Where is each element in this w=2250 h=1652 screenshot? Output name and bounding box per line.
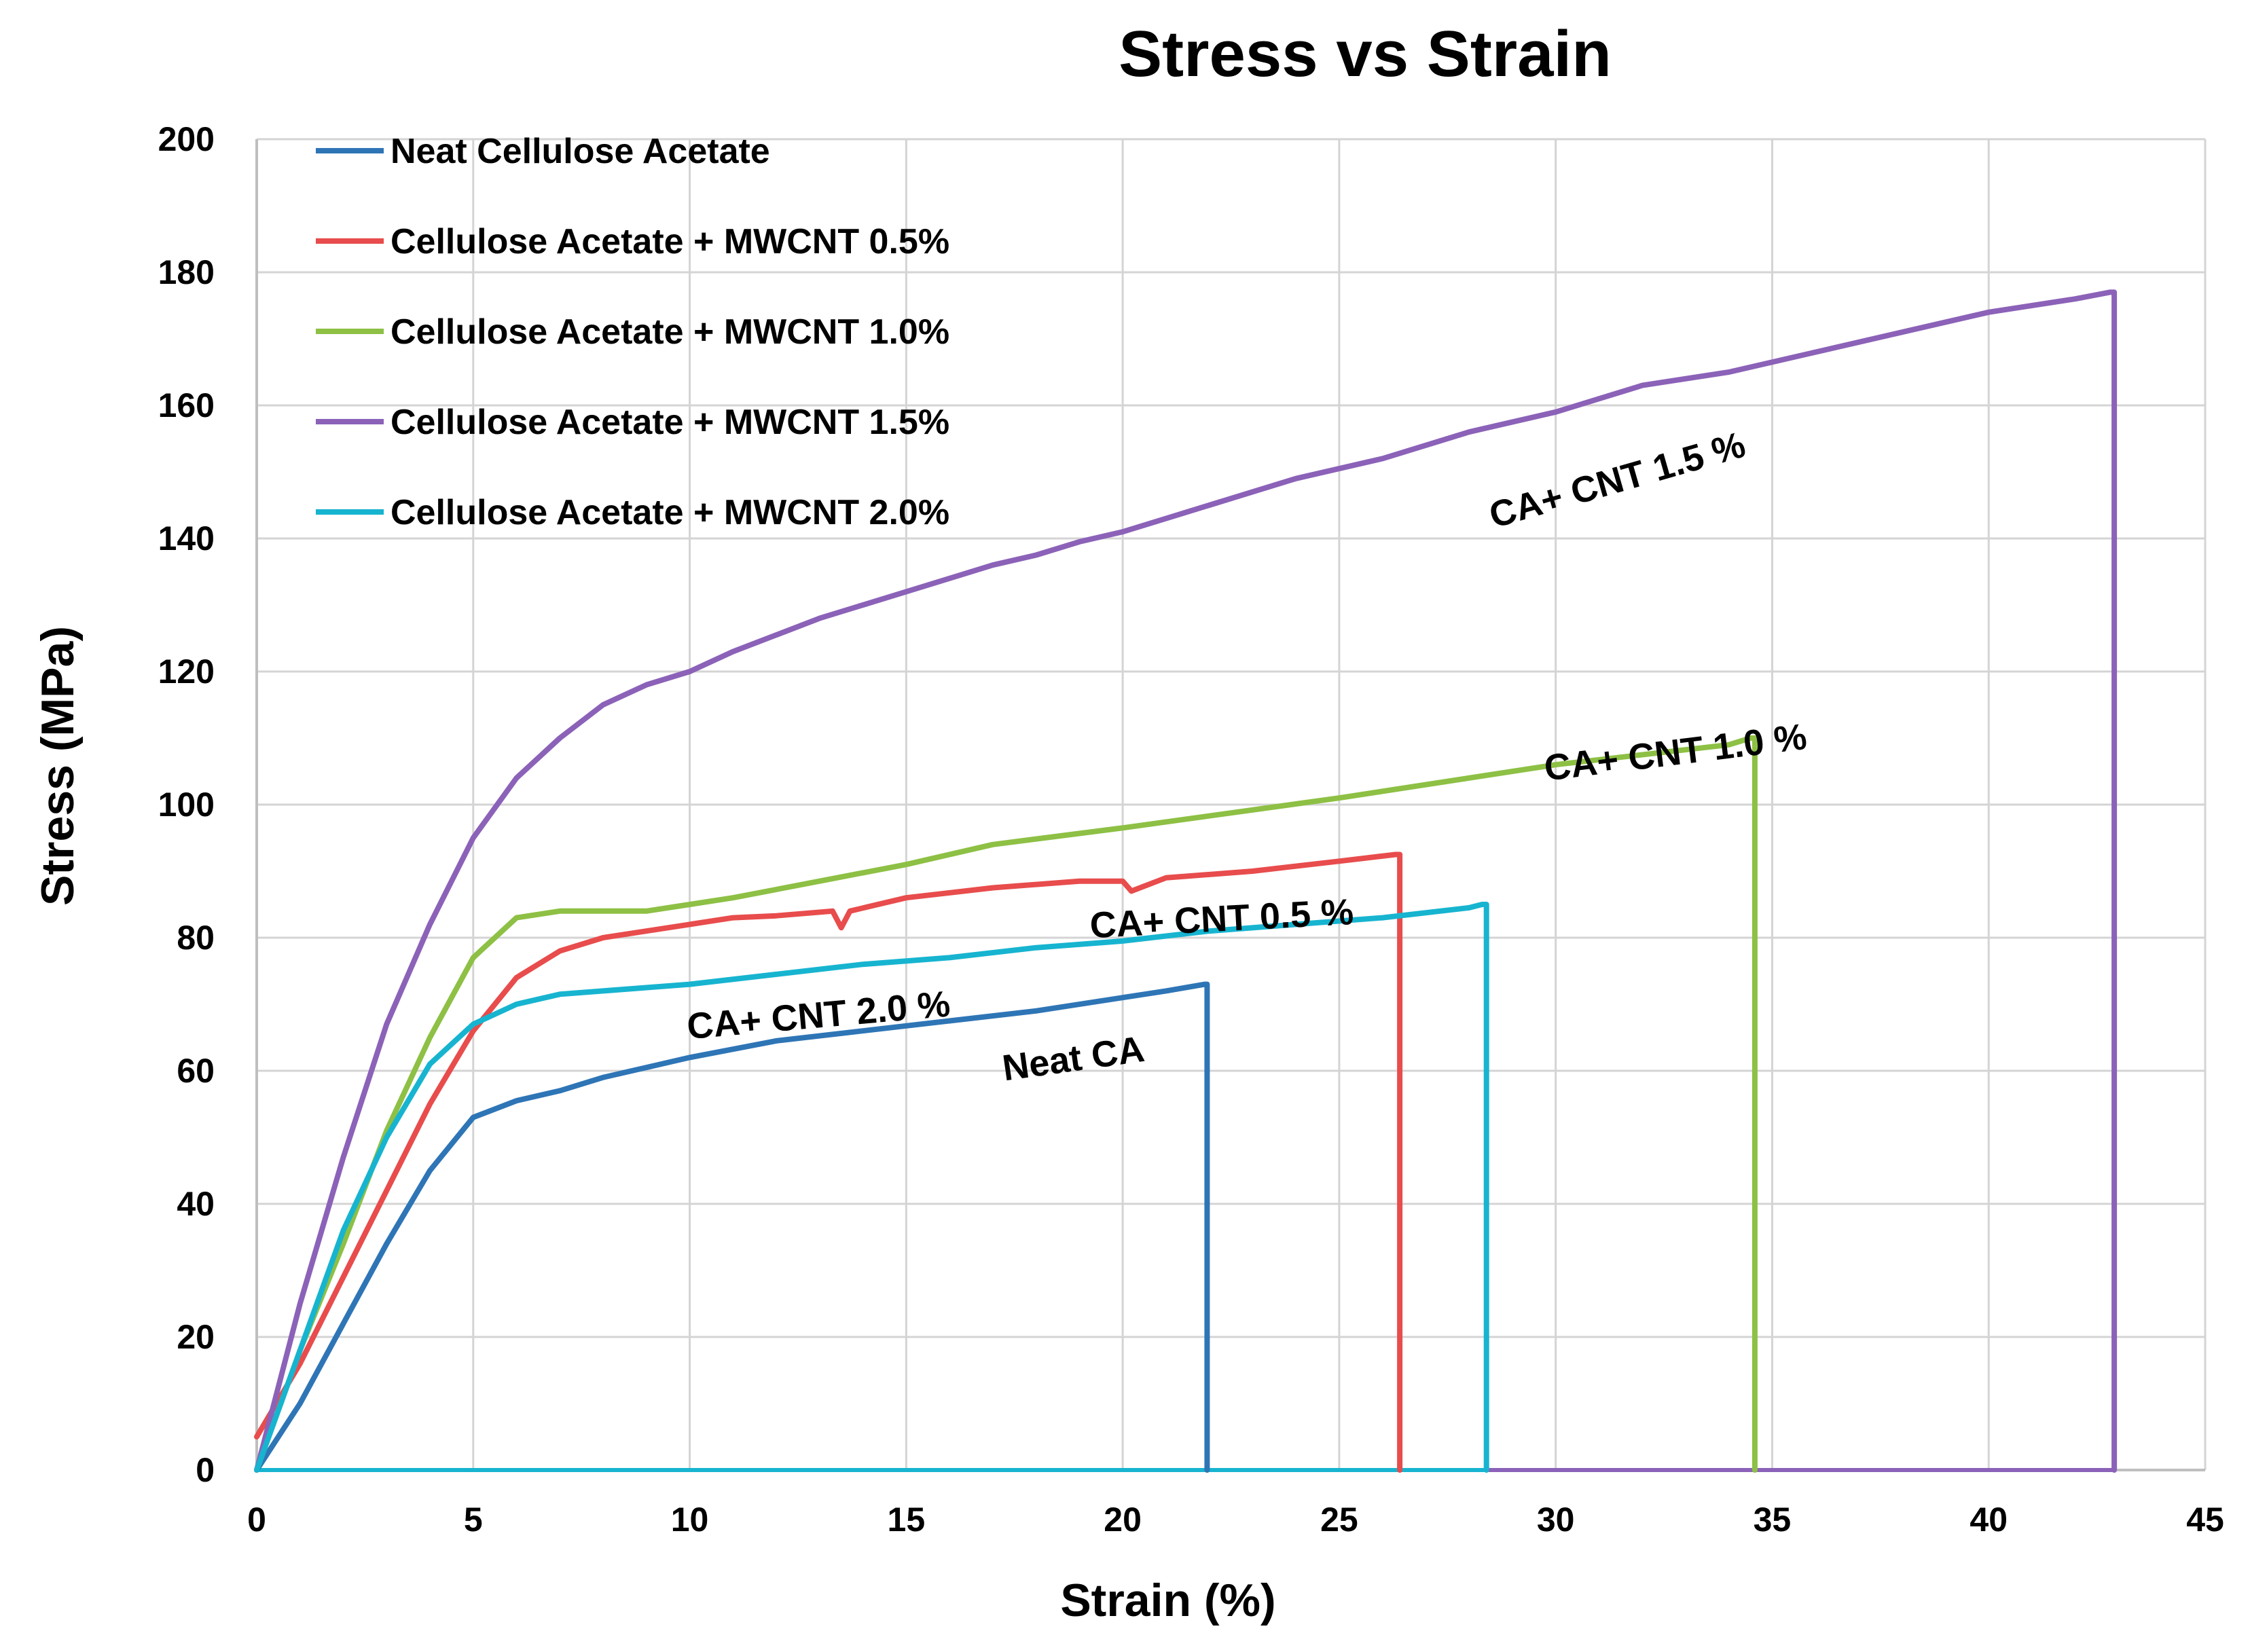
legend-label: Cellulose Acetate + MWCNT 1.5% (391, 403, 949, 442)
series-line-neat-cellulose-acetate (254, 981, 1210, 1473)
y-tick-label: 0 (196, 1451, 215, 1489)
y-tick-label: 160 (158, 386, 215, 424)
x-tick-label: 45 (2186, 1501, 2224, 1539)
series-line-cellulose-acetate-mwcnt-1-0 (254, 735, 1758, 1473)
x-tick-label: 40 (1970, 1501, 2008, 1539)
y-tick-label: 80 (177, 919, 215, 957)
y-tick-label: 120 (158, 653, 215, 691)
y-tick-label: 20 (177, 1318, 215, 1356)
legend-label: Cellulose Acetate + MWCNT 2.0% (391, 493, 949, 532)
x-tick-label: 5 (464, 1501, 483, 1539)
y-tick-label: 200 (158, 120, 215, 158)
legend-label: Cellulose Acetate + MWCNT 1.0% (391, 312, 949, 352)
x-tick-label: 35 (1754, 1501, 1792, 1539)
x-tick-label: 30 (1537, 1501, 1575, 1539)
y-tick-label: 100 (158, 786, 215, 824)
series-line-cellulose-acetate-mwcnt-2-0 (254, 902, 1489, 1473)
y-tick-label: 60 (177, 1052, 215, 1090)
y-axis-title: Stress (MPa) (32, 626, 84, 906)
legend: Neat Cellulose Acetate Cellulose Acetate … (316, 132, 949, 532)
y-tick-label: 180 (158, 253, 215, 291)
legend-label: Cellulose Acetate + MWCNT 0.5% (391, 222, 949, 261)
x-tick-label: 0 (247, 1501, 266, 1539)
series-line-cellulose-acetate-mwcnt-0-5 (254, 851, 1403, 1473)
grid (257, 138, 2207, 1470)
x-tick-label: 15 (888, 1501, 926, 1539)
series-group (254, 289, 2118, 1473)
legend-label: Neat Cellulose Acetate (391, 132, 770, 171)
series-line-cellulose-acetate-mwcnt-1-5 (254, 289, 2118, 1473)
x-tick-label: 25 (1320, 1501, 1358, 1539)
y-tick-label: 140 (158, 519, 215, 557)
y-tick-label: 40 (177, 1185, 215, 1223)
x-axis-title: Strain (%) (1060, 1575, 1275, 1626)
chart-title: Stress vs Strain (1119, 18, 1612, 90)
x-tick-label: 10 (671, 1501, 709, 1539)
x-tick-label: 20 (1104, 1501, 1142, 1539)
axes: 0 20 40 60 80 100 120 140 160 180 200 0 5 10 15 20 25 30 3… (158, 120, 2224, 1539)
